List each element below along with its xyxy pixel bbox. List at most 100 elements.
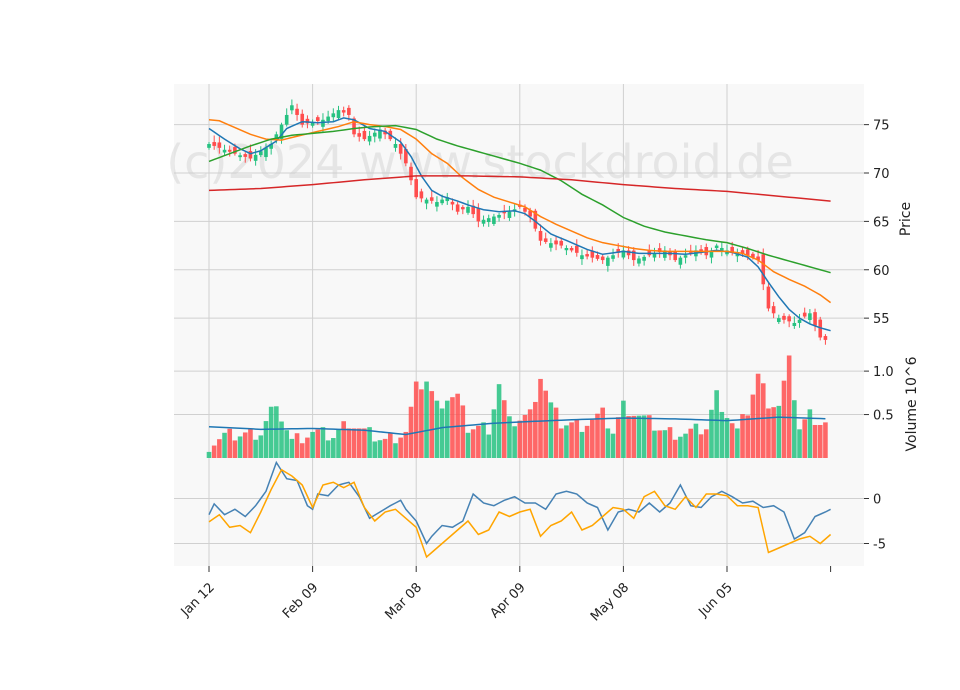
candle-body [761, 254, 766, 285]
volume-bar [429, 391, 435, 458]
volume-bar [626, 416, 631, 458]
volume-bar [419, 389, 424, 458]
volume-bar [450, 397, 455, 458]
candle-body [533, 210, 538, 229]
candle-body [315, 117, 320, 122]
volume-bar [564, 425, 569, 458]
candle-body [777, 318, 781, 323]
volume-bar [367, 427, 372, 458]
candle-body [631, 250, 636, 261]
y-tick-label: 0.5 [873, 409, 894, 424]
volume-bar [242, 432, 248, 458]
candle-body [543, 238, 548, 242]
candle-body [253, 154, 258, 161]
volume-bar [584, 425, 590, 458]
candle-body [580, 255, 584, 260]
volume-bar [636, 415, 642, 458]
candle-body [290, 105, 294, 111]
candle-body [435, 202, 439, 207]
volume-bar [439, 408, 445, 458]
candle-body [523, 207, 527, 212]
candle-body [243, 154, 248, 157]
candle-body [269, 143, 273, 149]
volume-bar [729, 423, 735, 458]
volume-bar [631, 415, 637, 458]
volume-bar [662, 430, 668, 458]
candle-body [740, 250, 745, 255]
volume-bar [657, 430, 662, 458]
candle-body [352, 118, 356, 135]
candle-body [279, 124, 284, 139]
volume-bar [398, 437, 403, 458]
candle-body [709, 250, 714, 258]
volume-bar [486, 434, 492, 458]
candle-body [569, 247, 574, 251]
candle-body [481, 219, 486, 224]
y-tick-label: -5 [873, 538, 886, 553]
candle-body [445, 197, 450, 202]
volume-bar [253, 439, 258, 458]
candle-body [549, 243, 553, 248]
candle-body [554, 240, 558, 245]
volume-bar [740, 414, 745, 458]
volume-bar [222, 432, 227, 458]
volume-bar [289, 438, 295, 458]
candle-body [326, 116, 330, 121]
volume-bar [766, 408, 771, 458]
y-tick-label: 70 [873, 167, 890, 182]
oscillator-line-2 [208, 468, 832, 559]
candle-body [642, 256, 646, 261]
candle-body [347, 107, 351, 115]
candle-body [372, 132, 377, 137]
candle-body [461, 207, 465, 210]
candle-body [606, 257, 610, 266]
volume-bar [579, 431, 585, 458]
volume-bar [356, 428, 362, 458]
candle-body [419, 191, 424, 199]
volume-bar [595, 413, 600, 458]
volume-bar [807, 409, 813, 458]
candle-body [771, 306, 776, 314]
candle-body [212, 142, 216, 146]
volume-ma-line [208, 416, 826, 436]
volume-bar [823, 422, 828, 458]
volume-bar [320, 427, 326, 458]
candle-body [440, 199, 444, 204]
candle-body [611, 255, 615, 259]
volume-bar [548, 402, 554, 458]
candle-body [730, 246, 734, 252]
volume-bar [424, 381, 429, 458]
volume-bar [750, 394, 756, 458]
volume-bar [802, 419, 807, 458]
candle-body [455, 204, 460, 212]
volume-bar [393, 443, 398, 458]
ma-long-line [208, 124, 831, 274]
candle-body [305, 118, 310, 124]
price-axis-label: Price [898, 202, 914, 236]
candle-body [673, 251, 677, 261]
volume-bar [227, 428, 233, 458]
candle-body [766, 286, 771, 309]
volume-bar [667, 427, 673, 458]
oscillator-line-1 [208, 460, 831, 545]
volume-bar [460, 405, 466, 458]
volume-bar [362, 428, 367, 458]
candle-body [393, 143, 398, 148]
y-tick-label: 1.0 [873, 365, 894, 380]
volume-bar [527, 409, 533, 458]
candle-body [626, 250, 631, 256]
volume-bar [403, 431, 409, 458]
volume-bar [760, 383, 766, 458]
volume-bar [258, 435, 264, 458]
candle-body [264, 147, 268, 158]
candle-body [782, 315, 786, 320]
volume-bar [755, 373, 761, 458]
volume-bar [470, 429, 476, 458]
volume-bar [647, 415, 652, 458]
volume-bar [569, 422, 574, 458]
price-panel [174, 84, 864, 352]
candle-body [657, 248, 662, 253]
volume-bar [211, 445, 217, 458]
volume-bar [543, 390, 548, 458]
